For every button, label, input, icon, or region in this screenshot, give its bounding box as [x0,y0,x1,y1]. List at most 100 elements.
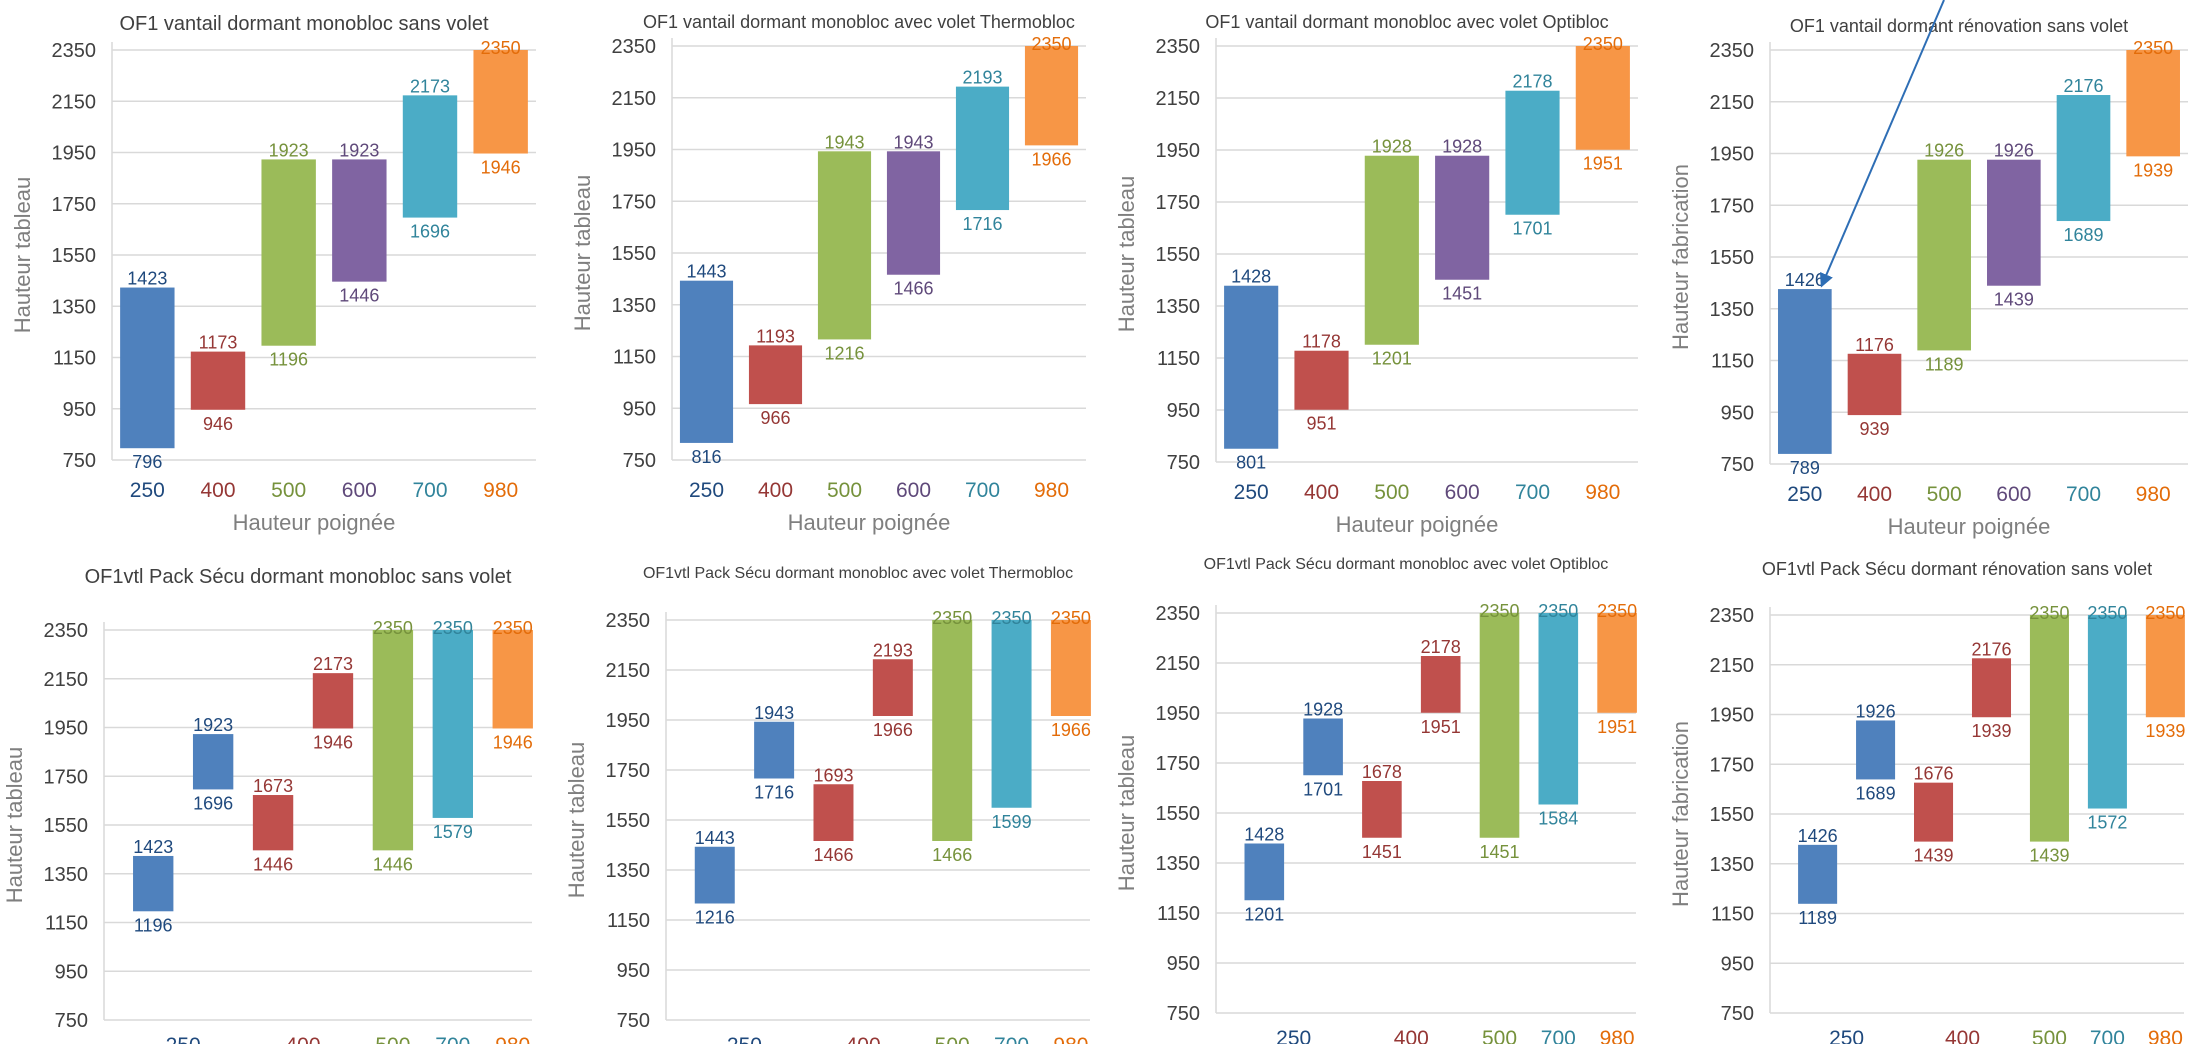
data-label-low: 1951 [1421,717,1461,737]
chart-title: OF1 vantail dormant monobloc avec volet … [643,12,1075,32]
data-label-low: 801 [1236,453,1266,473]
y-tick-label: 1750 [52,194,97,216]
x-tick-label-980: 980 [2136,483,2171,506]
x-tick-label-500: 500 [375,1034,410,1044]
y-axis-title: Hauteur fabrication [1668,164,1693,350]
data-label-high: 2173 [410,76,450,96]
bar-250 [120,287,175,449]
y-tick-label: 1150 [613,347,656,369]
chart-title: OF1vtl Pack Sécu dormant monobloc avec v… [1204,556,1609,573]
bar-400 [1362,781,1402,838]
bar-400 [1294,350,1349,410]
x-tick-label-250: 250 [1787,483,1822,506]
bar-500 [817,151,872,340]
data-label-high: 1443 [686,262,726,282]
data-label-low: 816 [691,447,721,467]
data-label-high: 1443 [695,828,735,848]
data-label-low: 951 [1306,414,1336,434]
data-label-high: 2350 [1583,34,1623,54]
y-tick-label: 1150 [53,348,96,370]
data-label-low: 1599 [992,812,1032,832]
bar-250 [754,721,795,779]
bar-500 [2029,615,2069,842]
data-label-low: 939 [1859,419,1889,439]
y-tick-label: 1750 [606,760,651,782]
data-label-low: 1951 [1583,154,1623,174]
bar-400 [1914,782,1954,842]
x-tick-label-250: 250 [1234,481,1269,504]
data-label-low: 1966 [873,720,913,740]
bar-500 [372,630,414,851]
data-label-high: 2350 [932,608,972,628]
data-label-high: 1693 [813,765,853,785]
data-label-high: 1428 [1244,825,1284,845]
data-label-high: 1178 [1302,332,1341,352]
x-tick-label-400: 400 [1857,483,1892,506]
x-tick-label-600: 600 [342,479,377,502]
bar-980 [473,50,528,154]
x-tick-label-250: 250 [1829,1027,1864,1044]
bar-600 [1987,159,2041,286]
x-tick-label-700: 700 [412,479,447,502]
data-label-low: 1696 [193,793,233,813]
y-tick-label: 750 [1167,1003,1200,1025]
data-label-low: 1946 [493,732,533,752]
x-tick-label-400: 400 [1394,1027,1429,1044]
data-label-high: 1923 [193,715,233,735]
x-tick-label-500: 500 [2032,1027,2067,1044]
y-tick-label: 1350 [612,295,657,317]
data-label-low: 1966 [1051,720,1091,740]
x-tick-label-500: 500 [271,479,306,502]
y-tick-label: 950 [1167,953,1200,975]
data-label-high: 2350 [493,618,533,638]
y-tick-label: 1750 [612,191,657,213]
y-tick-label: 2350 [1156,603,1201,625]
y-tick-label: 750 [1721,1003,1754,1025]
y-tick-label: 2350 [606,610,651,632]
data-label-high: 2350 [373,618,413,638]
data-label-low: 1451 [1442,284,1482,304]
data-label-high: 1173 [199,333,238,353]
data-label-high: 1943 [893,132,933,152]
y-tick-label: 2150 [1710,655,1755,677]
data-label-low: 1189 [1925,354,1964,374]
x-tick-label-500: 500 [827,479,862,502]
bar-980 [1024,46,1079,146]
y-tick-label: 1950 [1156,140,1201,162]
x-tick-label-400: 400 [285,1034,320,1044]
y-tick-label: 750 [617,1010,650,1032]
chart-2: OF1 vantail dormant monobloc avec volet … [570,12,1086,535]
y-tick-label: 1550 [44,815,89,837]
data-label-high: 2176 [2063,76,2103,96]
data-label-high: 1928 [1372,137,1412,157]
data-label-low: 1466 [813,845,853,865]
y-tick-label: 1550 [612,243,657,265]
y-tick-label: 1150 [1711,904,1754,926]
bar-500 [261,159,316,346]
x-tick-label-500: 500 [1482,1027,1517,1044]
bar-700 [402,95,458,218]
data-label-low: 1939 [2133,160,2173,180]
data-label-low: 1446 [339,286,379,306]
data-label-high: 1923 [269,140,309,160]
y-tick-label: 1750 [1710,195,1755,217]
data-label-low: 1216 [695,908,735,928]
data-label-high: 1428 [1231,267,1271,287]
chart-5: OF1vtl Pack Sécu dormant monobloc sans v… [2,566,533,1044]
bar-600 [332,159,387,282]
y-tick-label: 1950 [612,140,657,162]
data-label-high: 1676 [1914,764,1954,784]
bar-980 [1575,46,1630,150]
x-tick-label-250: 250 [689,479,724,502]
x-tick-label-500: 500 [1374,481,1409,504]
y-tick-label: 1950 [44,718,89,740]
x-tick-label-980: 980 [1585,481,1620,504]
bar-400 [1847,353,1902,416]
y-tick-label: 1950 [52,143,97,165]
data-label-low: 1216 [824,343,864,363]
data-label-low: 1701 [1512,219,1552,239]
x-tick-label-600: 600 [896,479,931,502]
chart-title: OF1 vantail dormant monobloc sans volet [119,13,489,35]
x-tick-label-700: 700 [435,1034,470,1044]
x-tick-label-700: 700 [1541,1027,1576,1044]
